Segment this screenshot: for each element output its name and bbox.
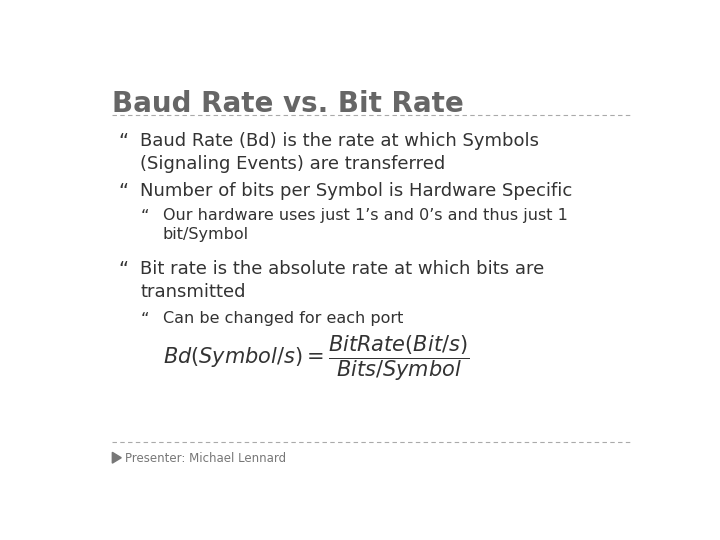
- Text: Bit rate is the absolute rate at which bits are
transmitted: Bit rate is the absolute rate at which b…: [140, 260, 544, 301]
- Text: “: “: [140, 208, 149, 226]
- Text: Presenter: Michael Lennard: Presenter: Michael Lennard: [125, 453, 286, 465]
- Text: “: “: [118, 182, 128, 201]
- Text: Our hardware uses just 1’s and 0’s and thus just 1
bit/Symbol: Our hardware uses just 1’s and 0’s and t…: [163, 208, 567, 242]
- Text: “: “: [118, 260, 128, 279]
- Text: Baud Rate (Bd) is the rate at which Symbols
(Signaling Events) are transferred: Baud Rate (Bd) is the rate at which Symb…: [140, 132, 539, 173]
- Polygon shape: [112, 453, 121, 463]
- Text: “: “: [118, 132, 128, 151]
- Text: “: “: [140, 311, 149, 329]
- Text: Baud Rate vs. Bit Rate: Baud Rate vs. Bit Rate: [112, 90, 464, 118]
- Text: $\mathit{Bd}(\mathit{Symbol}/\mathit{s}) = \dfrac{\mathit{BitRate}(\mathit{Bit}/: $\mathit{Bd}(\mathit{Symbol}/\mathit{s})…: [163, 333, 469, 382]
- Text: Number of bits per Symbol is Hardware Specific: Number of bits per Symbol is Hardware Sp…: [140, 182, 572, 200]
- Text: Can be changed for each port: Can be changed for each port: [163, 311, 403, 326]
